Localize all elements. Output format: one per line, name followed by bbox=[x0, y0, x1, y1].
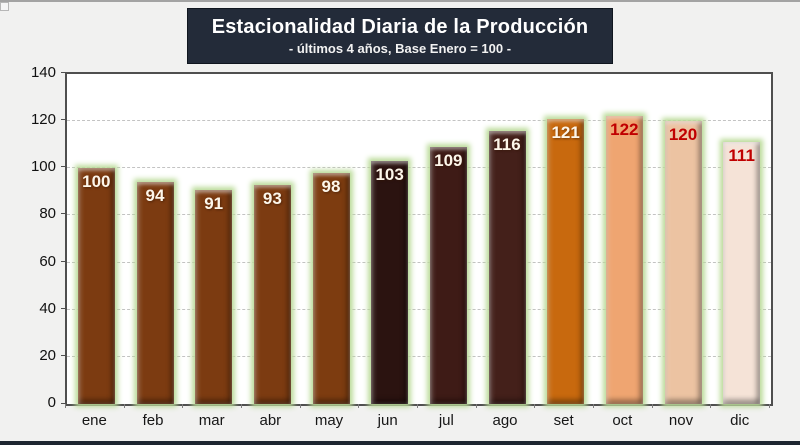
bar-value-label-abr: 93 bbox=[262, 188, 282, 208]
x-axis-tick-2 bbox=[182, 404, 184, 408]
gridline-60 bbox=[67, 261, 771, 263]
x-axis-tick-0 bbox=[65, 404, 66, 408]
y-axis-tick-0 bbox=[61, 403, 65, 404]
x-axis-tick-4 bbox=[299, 404, 301, 408]
x-axis-label-mar: mar bbox=[198, 412, 225, 429]
gridline-40 bbox=[67, 308, 771, 310]
gridline-80 bbox=[67, 214, 771, 216]
title-box: Estacionalidad Diaria de la Producción -… bbox=[187, 8, 613, 64]
gridline-120 bbox=[67, 120, 771, 122]
bar-value-label-jul: 109 bbox=[434, 151, 463, 171]
x-axis-tick-8 bbox=[534, 404, 536, 408]
bar-value-label-jun: 103 bbox=[375, 165, 404, 185]
x-axis-tick-7 bbox=[475, 404, 477, 408]
x-axis-tick-11 bbox=[710, 404, 712, 408]
bar-feb: 94 bbox=[136, 182, 174, 404]
bar-value-label-may: 98 bbox=[321, 177, 341, 196]
bar-value-label-oct: 122 bbox=[610, 120, 639, 140]
x-axis-label-oct: oct bbox=[612, 412, 633, 429]
y-axis-tick-120 bbox=[61, 119, 65, 121]
window-bottom-bar bbox=[0, 441, 800, 445]
y-axis-label-120: 120 bbox=[30, 111, 56, 129]
y-axis-tick-140 bbox=[61, 72, 65, 73]
bar-value-label-ene: 100 bbox=[82, 172, 111, 192]
y-axis-tick-80 bbox=[61, 213, 65, 215]
chart-title: Estacionalidad Diaria de la Producción bbox=[211, 16, 589, 38]
y-axis-label-100: 100 bbox=[30, 158, 56, 176]
x-axis-label-nov: nov bbox=[668, 412, 694, 429]
chart-subtitle: - últimos 4 años, Base Enero = 100 - bbox=[288, 41, 512, 56]
bar-nov: 120 bbox=[664, 121, 702, 404]
gridline-20 bbox=[67, 355, 771, 357]
bar-oct: 122 bbox=[605, 116, 643, 404]
window-corner-artifact bbox=[0, 2, 9, 11]
x-axis-label-jul: jul bbox=[438, 412, 454, 429]
y-axis-tick-40 bbox=[61, 307, 65, 309]
y-axis-label-140: 140 bbox=[30, 64, 56, 81]
y-axis-label-80: 80 bbox=[39, 205, 56, 223]
y-axis-label-40: 40 bbox=[39, 299, 56, 317]
bar-jul: 109 bbox=[429, 147, 467, 404]
x-axis-label-ene: ene bbox=[81, 412, 107, 429]
bar-abr: 93 bbox=[253, 184, 291, 404]
bar-jun: 103 bbox=[371, 161, 409, 404]
bar-value-label-set: 121 bbox=[551, 122, 580, 142]
bar-ago: 116 bbox=[488, 130, 526, 404]
x-axis-tick-3 bbox=[241, 404, 242, 408]
y-axis-tick-100 bbox=[61, 166, 65, 168]
x-axis-tick-10 bbox=[651, 404, 653, 408]
x-axis-tick-12 bbox=[769, 404, 770, 408]
x-axis-label-set: set bbox=[553, 412, 574, 429]
x-axis-label-feb: feb bbox=[142, 412, 164, 429]
bar-may: 98 bbox=[312, 173, 350, 404]
y-axis-tick-20 bbox=[61, 354, 65, 356]
y-axis-tick-60 bbox=[61, 260, 65, 262]
bar-value-label-feb: 94 bbox=[145, 186, 165, 206]
bar-ene: 100 bbox=[77, 168, 115, 404]
y-axis-label-20: 20 bbox=[39, 346, 56, 364]
x-axis-label-jun: jun bbox=[377, 412, 398, 429]
bar-value-label-dic: 111 bbox=[728, 146, 755, 166]
x-axis-label-ago: ago bbox=[492, 412, 518, 429]
x-axis-label-dic: dic bbox=[730, 412, 750, 429]
x-axis-label-may: may bbox=[314, 412, 344, 429]
x-axis-tick-1 bbox=[123, 404, 125, 408]
bar-value-label-mar: 91 bbox=[204, 193, 224, 213]
gridline-100 bbox=[67, 167, 771, 169]
bar-mar: 91 bbox=[195, 189, 233, 404]
y-axis-label-60: 60 bbox=[39, 252, 56, 270]
bar-value-label-ago: 116 bbox=[493, 134, 521, 154]
y-axis-label-0: 0 bbox=[47, 394, 56, 411]
x-axis-tick-5 bbox=[358, 404, 360, 408]
x-axis-tick-6 bbox=[417, 404, 418, 408]
x-axis-label-abr: abr bbox=[259, 412, 282, 429]
x-axis-tick-9 bbox=[593, 404, 594, 408]
bar-set: 121 bbox=[547, 118, 585, 404]
plot-area: 100 94 91 93 98 103 109 116 121 122 120 111 bbox=[65, 72, 773, 406]
bar-dic: 111 bbox=[723, 142, 761, 404]
bar-value-label-nov: 120 bbox=[668, 125, 698, 145]
